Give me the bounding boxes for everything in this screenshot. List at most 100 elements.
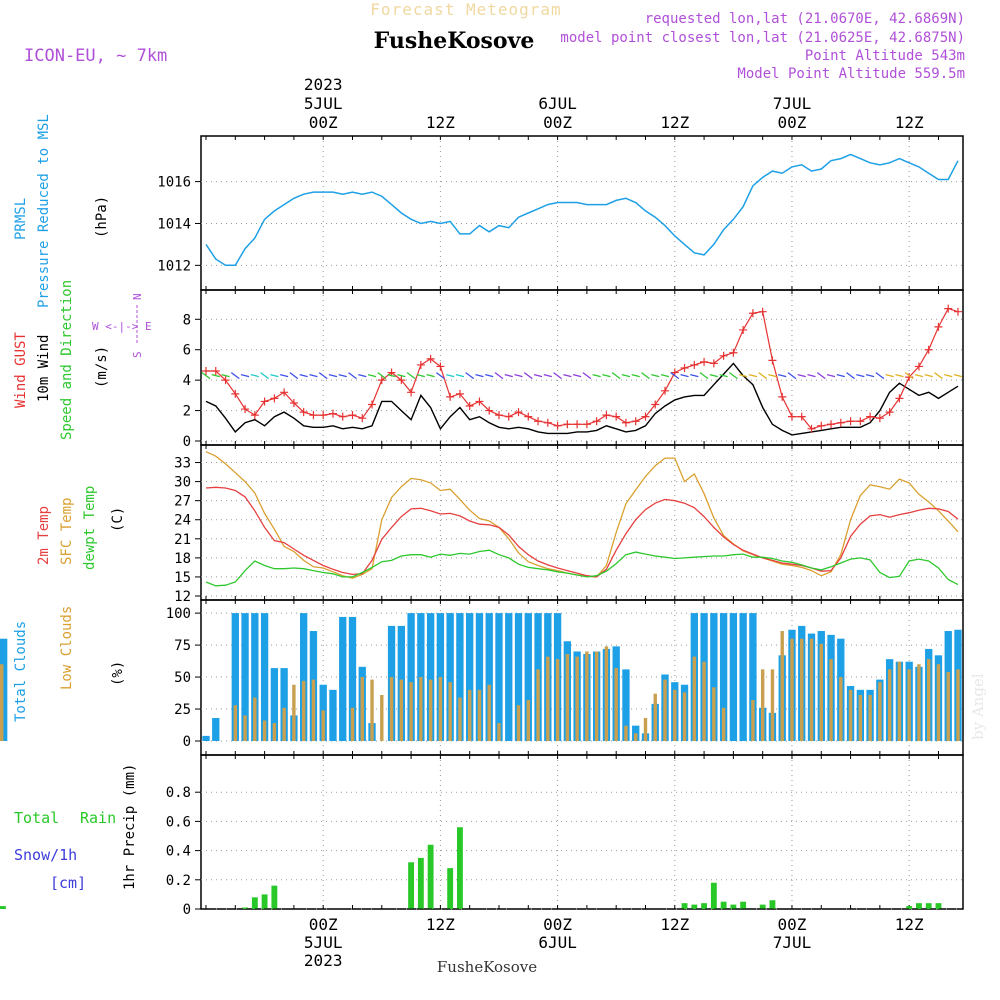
rain-bar: [251, 897, 258, 909]
rain-bar: [720, 901, 727, 909]
total-cloud-bar: [719, 613, 728, 741]
wind-direction-arrow: [690, 373, 699, 378]
bottom-time-label: 7JUL: [773, 933, 812, 952]
low-cloud-bar: [243, 715, 247, 741]
wind-gust-marker: [954, 307, 962, 316]
requested-coords: requested lon,lat (21.0670E, 42.6869N): [645, 11, 965, 27]
wind-gust-marker: [875, 414, 884, 423]
pressure-label-prmsl: PRMSL: [13, 198, 29, 240]
wind-gust-marker: [895, 394, 904, 403]
wind-direction-arrow: [279, 373, 289, 378]
low-cloud-bar: [467, 689, 472, 741]
low-cloud-bar: [760, 669, 765, 741]
wind-gust-label: Wind GUST: [13, 332, 29, 408]
rain-bar: [710, 882, 717, 909]
wind-gust-marker: [377, 376, 386, 385]
precipitation-ytick-label: 0.2: [166, 873, 191, 889]
top-time-label: 00Z: [543, 113, 572, 132]
clouds-unit: (%): [110, 661, 126, 686]
low-cloud-bar: [380, 694, 384, 741]
rain-bar: [906, 906, 913, 909]
wind-direction-arrow: [553, 372, 562, 380]
low-clouds-label: Low Clouds: [59, 606, 75, 690]
total-cloud-bar: [524, 613, 532, 741]
wind-direction-arrow: [201, 372, 211, 380]
rain-bar: [427, 844, 434, 909]
wind-gust-marker: [709, 359, 718, 368]
wind-gust-marker: [846, 417, 855, 426]
total-cloud-bar: [475, 613, 484, 741]
wind-direction-arrow: [641, 372, 650, 380]
rain-bar: [271, 885, 278, 909]
wind-direction-arrow: [768, 373, 777, 378]
wind-direction-arrow: [816, 372, 826, 380]
total-cloud-bar: [749, 613, 757, 741]
low-cloud-bar: [673, 689, 677, 741]
dewpt-temp-line: [205, 549, 959, 587]
compass-n: N: [131, 293, 144, 300]
bottom-time-label: 2023: [304, 951, 343, 970]
precipitation-ytick-label: 0: [183, 902, 191, 918]
wind-gust-marker: [817, 421, 826, 430]
low-cloud-bar: [458, 697, 462, 741]
wind-gust-marker: [407, 388, 416, 397]
rain-bar: [935, 903, 942, 909]
wind-gust-marker: [338, 412, 347, 421]
bottom-time-label: 12Z: [895, 915, 924, 934]
wind-gust-marker: [807, 424, 816, 433]
temp-2m-label: 2m Temp: [36, 506, 52, 565]
wind-direction-arrow: [250, 373, 259, 378]
low-cloud-bar: [360, 677, 364, 741]
low-cloud-bar: [497, 723, 501, 741]
wind-gust-marker: [358, 414, 367, 423]
low-cloud-bar: [907, 669, 911, 741]
rain-bar: [759, 904, 766, 909]
low-cloud-bar: [516, 705, 521, 741]
wind-direction-arrow: [826, 373, 836, 378]
wind-gust-marker: [592, 417, 601, 426]
total-cloud-bar: [729, 613, 738, 741]
wind-gust-marker: [309, 411, 318, 420]
wind-panel: 0 2 4 6 8: [183, 290, 964, 450]
clouds-panel: 0 25 50 75 100: [0, 599, 964, 756]
low-cloud-bar: [721, 707, 726, 741]
wind-direction-arrow: [572, 373, 582, 378]
wind-gust-marker: [514, 408, 523, 417]
wind-gust-marker: [651, 400, 660, 409]
low-cloud-bar: [477, 689, 482, 741]
wind-gust-marker: [641, 412, 650, 421]
rain-bar: [447, 868, 454, 909]
wind-gust-marker: [680, 363, 689, 372]
wind-gust-marker: [494, 411, 503, 420]
wind-direction-arrow: [699, 372, 709, 380]
bottom-time-label: 6JUL: [538, 933, 577, 952]
low-cloud-bar: [809, 638, 814, 741]
wind-gust-marker: [729, 348, 738, 357]
wind-gust-marker: [856, 417, 865, 426]
wind-gust-marker: [534, 417, 543, 426]
precipitation-ytick-label: 0.4: [166, 844, 191, 860]
total-cloud-bar: [241, 613, 249, 741]
wind-direction-arrow: [602, 373, 611, 378]
wind-direction-arrow: [328, 373, 338, 378]
low-cloud-bar: [926, 659, 931, 741]
total-cloud-bar: [710, 613, 718, 741]
low-cloud-bar: [848, 689, 853, 741]
low-cloud-bar: [858, 694, 863, 741]
rain-bar: [691, 904, 698, 909]
rain-bar: [701, 903, 708, 909]
bottom-time-label: 00Z: [778, 915, 807, 934]
compass-we: W <-|-> E: [92, 320, 152, 333]
wind-gust-marker: [348, 411, 357, 420]
pressure-panel: 1012 1014 1016: [157, 135, 964, 291]
low-cloud-bar: [780, 631, 784, 741]
low-cloud-bar: [897, 661, 902, 741]
rain-bar: [417, 857, 424, 909]
low-cloud-bar: [653, 693, 657, 741]
wind-direction-arrow: [435, 372, 445, 380]
low-cloud-bar: [0, 664, 4, 741]
wind-gust-marker: [778, 392, 787, 401]
wind-gust-marker: [397, 376, 406, 385]
wind-ytick-label: 4: [183, 373, 191, 389]
wind-direction-arrow: [523, 372, 533, 380]
